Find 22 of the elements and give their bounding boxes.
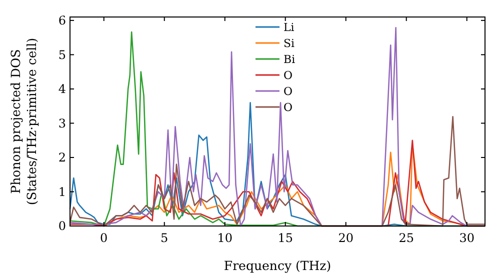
y-tick-label: 3 [58, 116, 66, 130]
x-tick-label: 10 [217, 231, 233, 245]
x-tick-label: 15 [278, 231, 294, 245]
y-axis-title: Phonon projected DOS (States/THz·primitive cell) [8, 38, 39, 206]
legend-label: O [284, 68, 293, 82]
x-tick-label: 30 [459, 231, 474, 245]
legend-label: O [284, 100, 293, 114]
x-tick-label: 20 [338, 231, 354, 245]
x-tick-label: 5 [160, 231, 168, 245]
legend-label: Li [284, 20, 295, 34]
x-tick-label: 0 [100, 231, 108, 245]
y-tick-label: 4 [58, 82, 66, 96]
y-tick-label: 1 [58, 184, 66, 199]
legend-label: O [284, 84, 293, 98]
x-axis-title: Frequency (THz) [224, 258, 332, 273]
y-tick-label: 6 [58, 14, 66, 28]
legend-label: Bi [284, 52, 296, 66]
y-tick-label: 5 [58, 48, 66, 62]
x-tick-label: 25 [398, 231, 414, 245]
legend-label: Si [284, 36, 296, 50]
y-tick-label: 0 [58, 219, 66, 234]
y-tick-label: 2 [58, 150, 66, 165]
